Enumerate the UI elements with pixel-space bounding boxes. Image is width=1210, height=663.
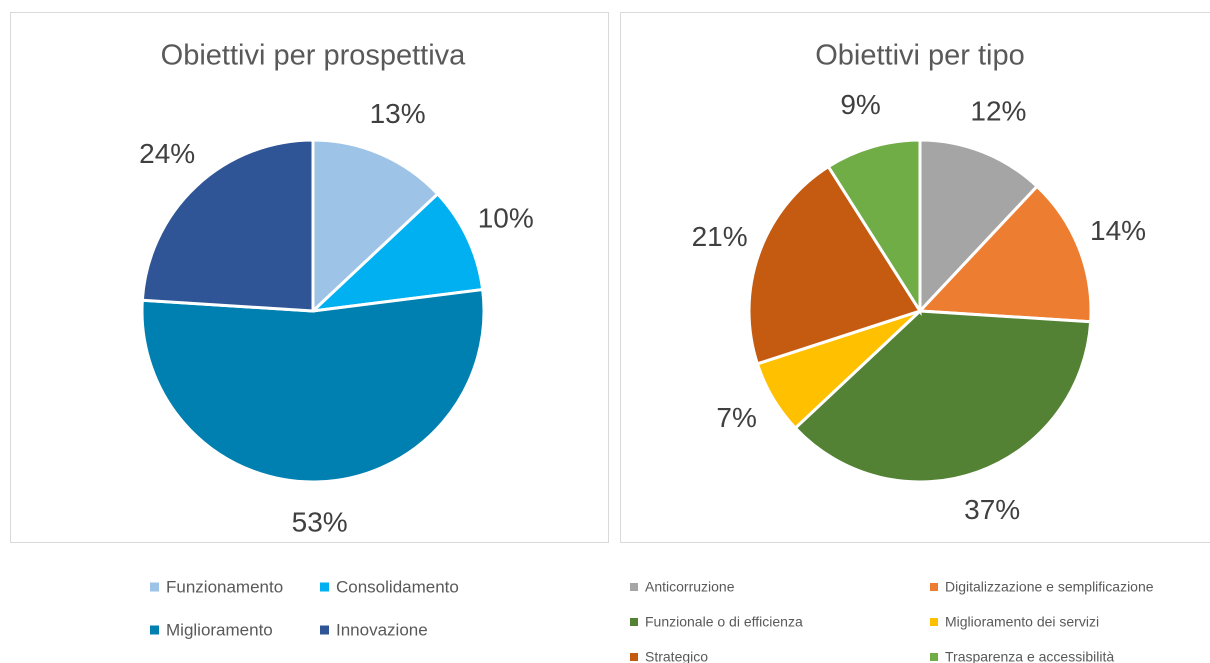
data-label: 9% (840, 89, 880, 120)
chart-title: Obiettivi per tipo (815, 40, 1025, 72)
pie-slice (747, 164, 923, 366)
legend-swatch (930, 583, 938, 591)
legend-label: Miglioramento dei servizi (945, 614, 1099, 630)
chart-title: Obiettivi per prospettiva (161, 40, 467, 72)
legend-label: Funzionamento (166, 577, 283, 596)
data-label: 14% (1090, 215, 1146, 246)
data-label: 53% (292, 506, 348, 537)
pie-slice (918, 138, 1040, 315)
legend-label: Anticorruzione (645, 579, 735, 595)
pie-slice (140, 138, 315, 313)
legend-swatch (320, 625, 329, 635)
data-label: 37% (964, 494, 1020, 525)
legend-label: Innovazione (336, 620, 428, 639)
pie-slice (308, 191, 485, 314)
legend-swatch (150, 625, 159, 635)
legend-swatch (930, 653, 938, 661)
pie-slice (826, 138, 922, 317)
legend-label: Trasparenza e accessibilità (945, 649, 1114, 663)
legend-label: Strategico (645, 649, 708, 663)
data-label: 21% (692, 221, 748, 252)
data-label: 7% (716, 402, 756, 433)
data-label: 12% (970, 95, 1026, 126)
pie-slice (311, 138, 440, 315)
legend-swatch (930, 618, 938, 626)
legend-label: Funzionale o di efficienza (645, 614, 803, 630)
data-label: 24% (139, 138, 195, 169)
pie-slice (793, 309, 1093, 484)
legend-label: Consolidamento (336, 577, 459, 596)
legend-label: Digitalizzazione e semplificazione (945, 579, 1154, 595)
legend-swatch (630, 653, 638, 661)
legend-label: Miglioramento (166, 620, 273, 639)
data-label: 13% (370, 98, 426, 129)
legend-swatch (630, 583, 638, 591)
pie-slice (916, 184, 1093, 324)
legend-swatch (630, 618, 638, 626)
legend-swatch (150, 582, 159, 592)
legend-swatch (320, 582, 329, 592)
data-label: 10% (478, 203, 534, 234)
pie-slice (140, 287, 486, 484)
